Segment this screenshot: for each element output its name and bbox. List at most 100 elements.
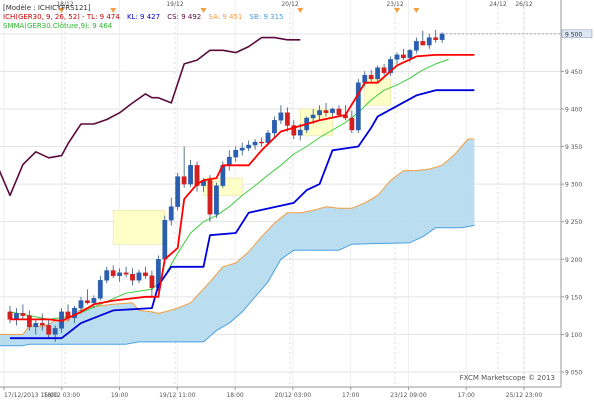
event-marker — [200, 8, 207, 13]
candle-bullish — [310, 114, 316, 119]
candle-bullish — [317, 110, 322, 116]
candle-bearish — [130, 274, 135, 281]
candle-bullish — [330, 108, 335, 113]
event-marker — [413, 8, 420, 13]
candle-bearish — [420, 41, 426, 46]
legend-tl: TL: 9 474 — [86, 13, 120, 21]
candle-bearish — [207, 180, 213, 215]
kijun-line — [10, 89, 475, 340]
y-tick-label: 9 150 — [565, 294, 582, 301]
top-date-label: 20/12 — [281, 1, 298, 8]
candle-bullish — [246, 144, 252, 149]
candle-bullish — [388, 59, 393, 74]
event-marker — [297, 8, 304, 13]
x-tick-label: 20/12 03:00 — [275, 392, 312, 399]
candle-bullish — [265, 132, 271, 143]
last-price-label: 9 500 — [565, 31, 582, 38]
candle-bearish — [149, 275, 155, 289]
x-tick-label: 17:00 — [342, 392, 359, 399]
axes: 9 500 9 450 9 400 9 350 9 300 9 250 9 200 9 150… — [3, 1, 593, 399]
y-tick-label: 9 300 — [565, 182, 582, 189]
x-tick-label: 17:00 — [458, 392, 475, 399]
candle-bullish — [162, 219, 168, 260]
candle-bearish — [349, 117, 355, 131]
candle-bullish — [97, 280, 103, 299]
y-tick-label: 9 100 — [565, 332, 582, 339]
highlight-zone — [299, 108, 333, 136]
legend-sb: SB: 9 315 — [250, 13, 284, 21]
candle-bullish — [168, 206, 174, 221]
candle-bullish — [297, 129, 303, 136]
candle-bullish — [175, 176, 181, 207]
senkou-b-line — [0, 224, 475, 347]
candle-bullish — [136, 272, 142, 281]
candle-bullish — [104, 270, 110, 281]
candle-bullish — [272, 120, 277, 134]
candle-bearish — [401, 54, 406, 59]
candle-bearish — [194, 165, 200, 186]
candle-bullish — [407, 50, 413, 59]
legend-sa: SA: 9 451 — [209, 13, 243, 21]
x-tick-label: 19/12 11:00 — [159, 392, 196, 399]
candle-bullish — [375, 67, 381, 80]
x-tick-label: 19:00 — [111, 392, 128, 399]
candle-bearish — [143, 272, 148, 276]
candle-bullish — [117, 272, 123, 276]
event-marker — [110, 8, 117, 13]
legend-ichimoku-name: ICH(GER30, 9, 26, 52) - — [3, 13, 87, 21]
top-date-label: 23/12 — [386, 1, 403, 8]
candle-bullish — [233, 150, 239, 158]
senkou-a-line — [0, 138, 475, 335]
x-tick-label: 23/12 09:00 — [390, 392, 427, 399]
candle-bullish — [413, 41, 419, 51]
candle-bullish — [78, 300, 84, 309]
candle-bearish — [336, 108, 342, 116]
event-marker — [58, 8, 65, 13]
candle-bullish — [33, 322, 39, 328]
candle-bullish — [188, 165, 193, 185]
candle-bullish — [213, 185, 219, 215]
top-date-label: 18/12 — [56, 1, 73, 8]
chikou-line — [0, 36, 301, 197]
candle-bearish — [433, 37, 439, 41]
top-date-label: 19/12 — [166, 1, 183, 8]
candle-bearish — [381, 67, 387, 74]
candle-bullish — [252, 141, 258, 146]
candle-bullish — [239, 147, 245, 151]
legend-cs: CS: 9 492 — [167, 13, 201, 21]
highlight-zone — [112, 210, 166, 245]
y-tick-label: 9 400 — [565, 106, 582, 113]
event-marker — [394, 8, 400, 13]
y-tick-label: 9 050 — [565, 369, 582, 376]
candle-bearish — [7, 311, 13, 320]
top-date-label: 24/12 — [489, 1, 506, 8]
candle-bullish — [355, 82, 361, 131]
candle-bullish — [278, 112, 284, 121]
legend: [Modèle : ICHICYFRS121] ICH(GER30, 9, 26… — [3, 4, 283, 30]
candle-bearish — [39, 322, 45, 326]
smma-line — [9, 58, 449, 320]
candle-bearish — [26, 315, 32, 328]
plot-area — [0, 30, 475, 347]
candle-bullish — [426, 37, 432, 46]
legend-kl: KL: 9 427 — [127, 13, 160, 21]
candle-bullish — [362, 74, 368, 83]
y-tick-label: 9 200 — [565, 257, 582, 264]
candle-bullish — [394, 54, 400, 60]
candle-bearish — [84, 300, 90, 304]
last-price-box — [561, 29, 593, 39]
legend-smma: SMMA(GER30.Clôture,9): 9 464 — [3, 22, 113, 30]
candle-bearish — [123, 272, 129, 275]
x-tick-label: 25/12 23:00 — [506, 392, 543, 399]
candle-bullish — [91, 298, 97, 304]
candle-bearish — [110, 270, 116, 276]
candle-bearish — [368, 74, 374, 80]
candle-bullish — [439, 33, 445, 41]
candle-bearish — [259, 141, 264, 144]
x-tick-label: 18/12 03:00 — [44, 392, 81, 399]
candle-bearish — [323, 110, 329, 113]
legend-model: [Modèle : ICHICYFRS121] — [3, 4, 91, 12]
tenkan-line — [10, 54, 475, 322]
